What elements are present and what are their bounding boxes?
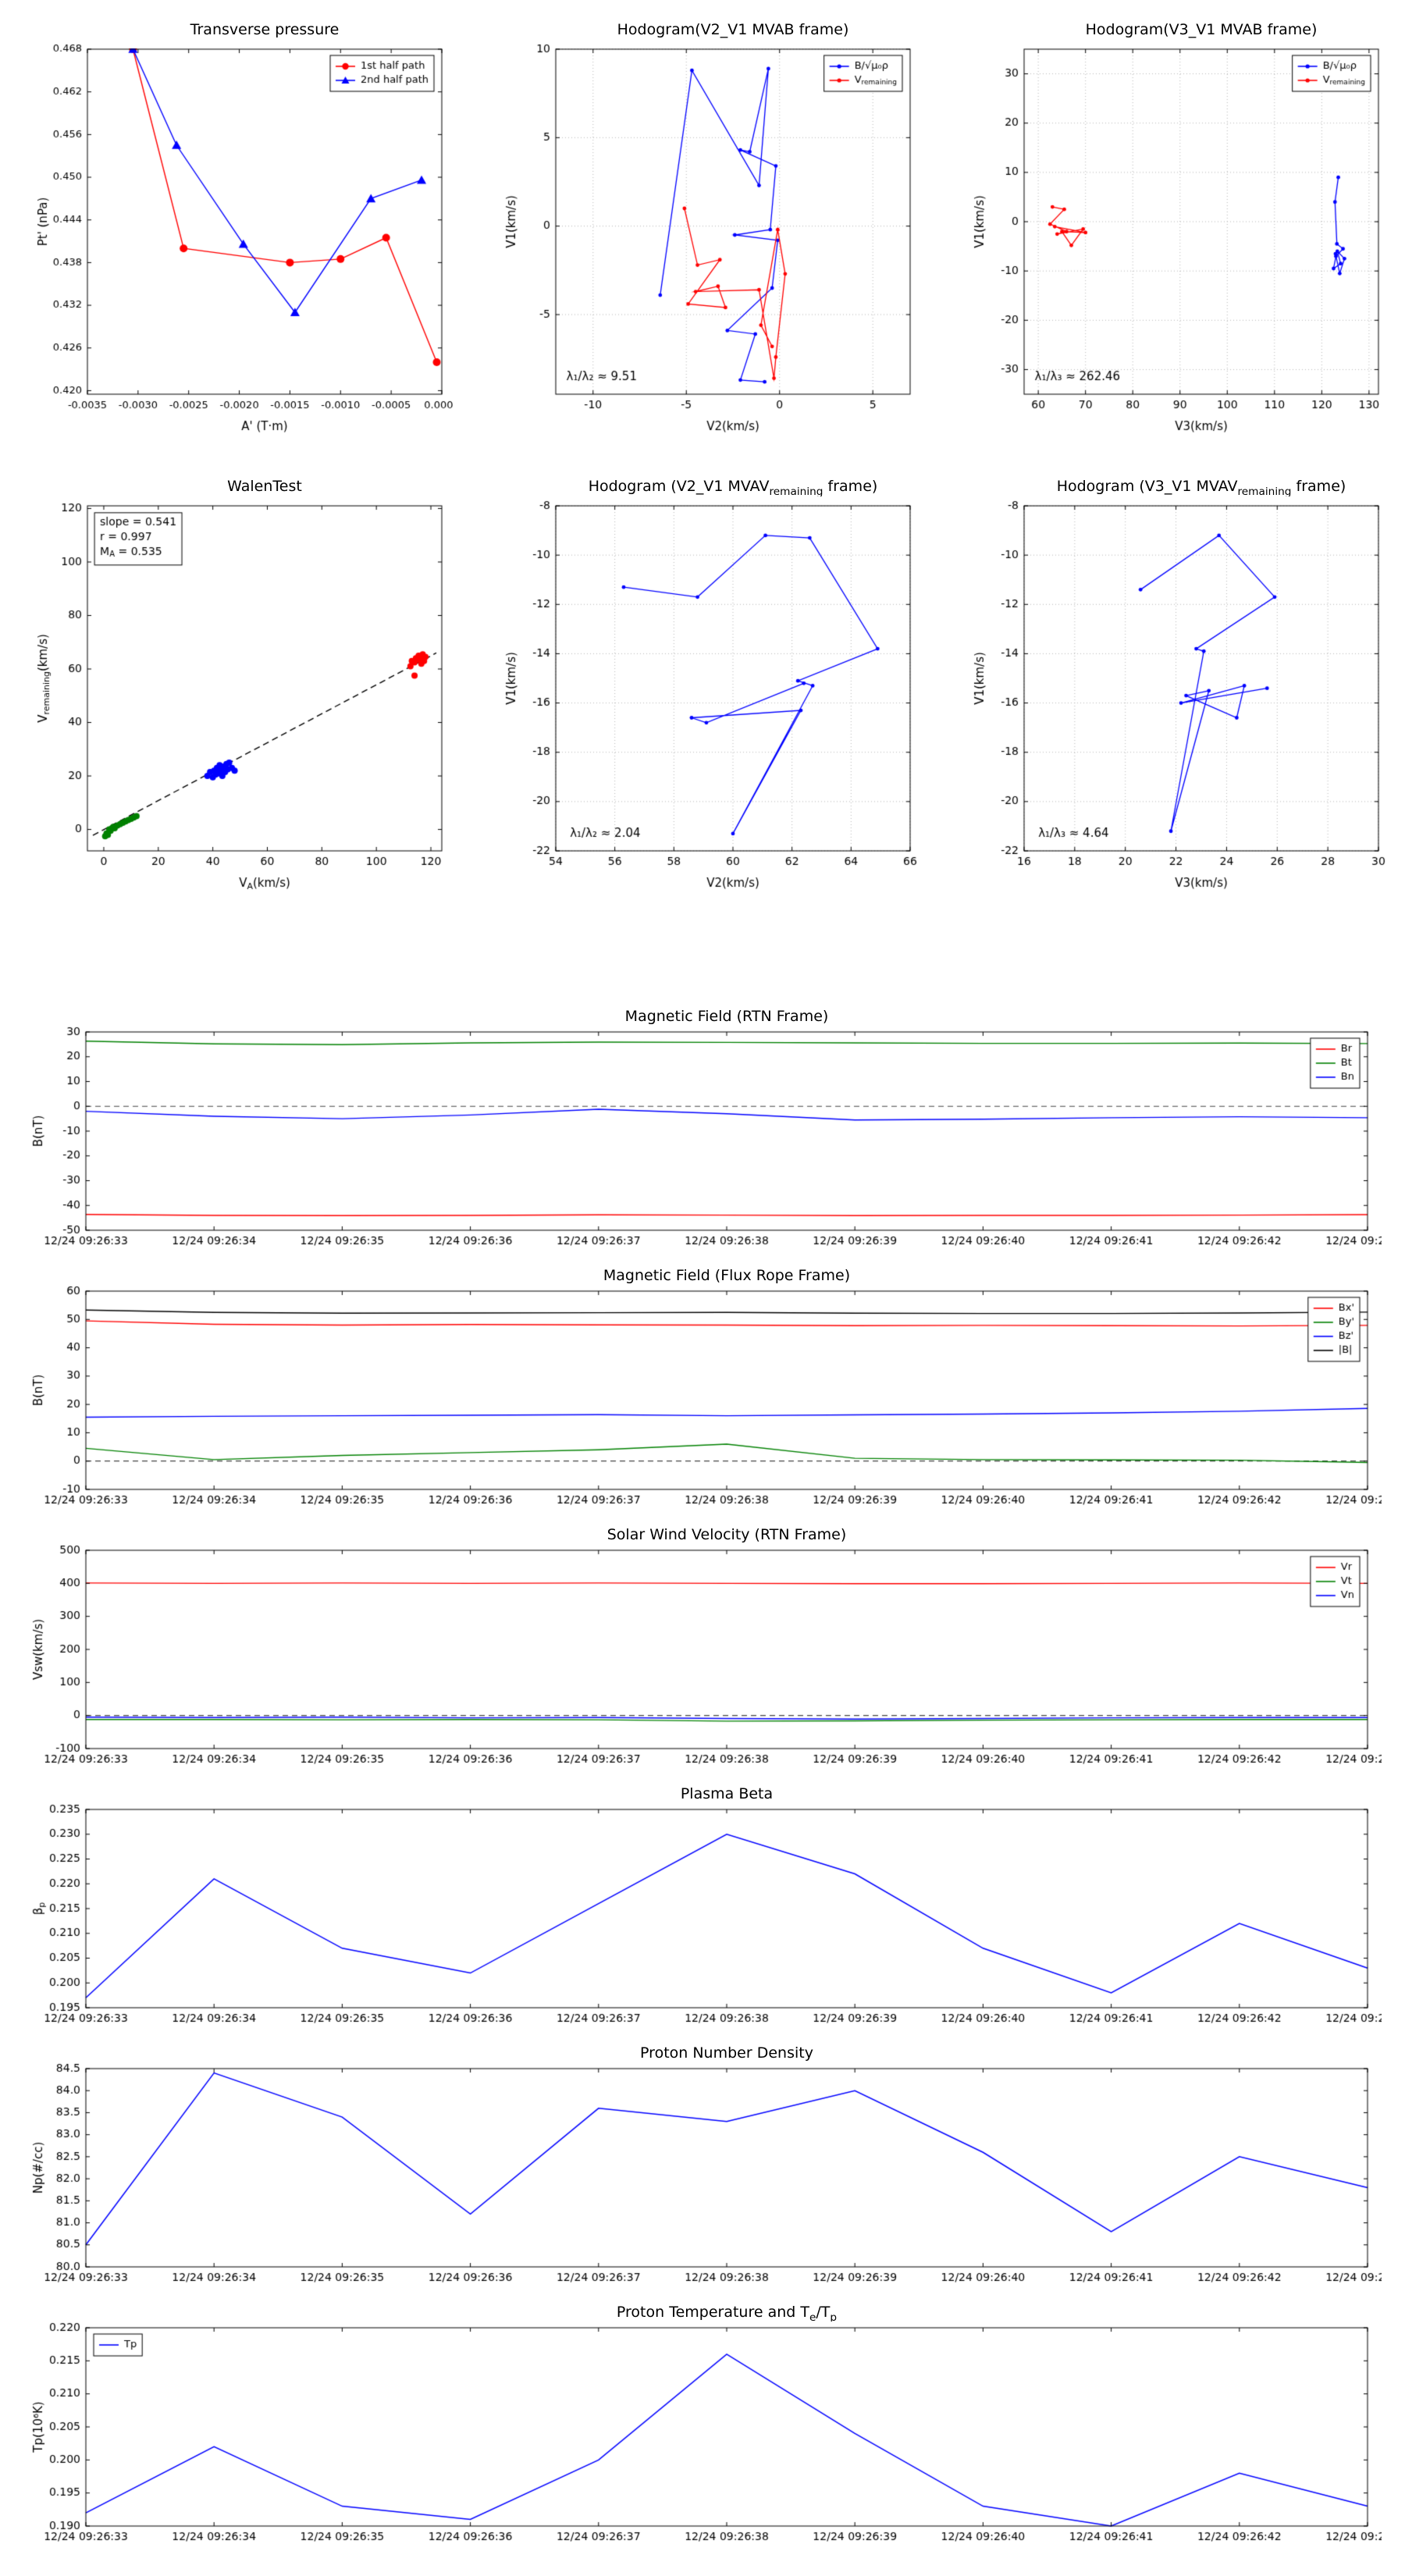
chart-title: Hodogram (V3_V1 MVAVremaining frame) (1056, 478, 1346, 498)
chart-title: Proton Temperature and Te/Tp (616, 2304, 838, 2324)
b-rtn-canvas (23, 1026, 1382, 1261)
panel-plasma-beta: Plasma Beta (23, 1784, 1382, 2039)
b-flux-rope-canvas (23, 1285, 1382, 1521)
walen-test-canvas (31, 496, 453, 898)
panel-hodogram-v2v1-mvab: Hodogram(V2_V1 MVAB frame) (500, 20, 921, 441)
chart-title: Magnetic Field (RTN Frame) (624, 1008, 829, 1025)
panel-proton-density: Proton Number Density (23, 2044, 1382, 2298)
panel-hodogram-v3v1-mvav: Hodogram (V3_V1 MVAVremaining frame) (968, 476, 1389, 898)
chart-title: Solar Wind Velocity (RTN Frame) (606, 1526, 847, 1543)
panel-walen-test: WalenTest (31, 476, 453, 898)
panel-vsw-rtn: Solar Wind Velocity (RTN Frame) (23, 1525, 1382, 1780)
chart-title: Proton Number Density (640, 2044, 813, 2062)
panel-proton-temperature: Proton Temperature and Te/Tp (23, 2303, 1382, 2557)
vsw-rtn-canvas (23, 1544, 1382, 1780)
chart-title: Magnetic Field (Flux Rope Frame) (603, 1267, 851, 1284)
transverse-pressure-canvas (31, 40, 453, 441)
panel-b-rtn: Magnetic Field (RTN Frame) (23, 1007, 1382, 1261)
chart-title: Hodogram(V2_V1 MVAB frame) (617, 21, 849, 38)
plasma-beta-canvas (23, 1803, 1382, 2039)
hodogram-v3v1-mvab-canvas (968, 40, 1389, 441)
chart-title: Hodogram (V2_V1 MVAVremaining frame) (588, 478, 878, 498)
hodogram-v2v1-mvav-canvas (500, 496, 921, 898)
proton-density-canvas (23, 2062, 1382, 2298)
panel-hodogram-v3v1-mvab: Hodogram(V3_V1 MVAB frame) (968, 20, 1389, 441)
chart-title: Hodogram(V3_V1 MVAB frame) (1085, 21, 1318, 38)
proton-temperature-canvas (23, 2322, 1382, 2557)
chart-title: WalenTest (227, 478, 302, 495)
chart-title: Plasma Beta (680, 1785, 774, 1802)
chart-title: Transverse pressure (190, 21, 340, 38)
panel-transverse-pressure: Transverse pressure (31, 20, 453, 441)
hodogram-v3v1-mvav-canvas (968, 496, 1389, 898)
hodogram-v2v1-mvab-canvas (500, 40, 921, 441)
panel-b-flux-rope: Magnetic Field (Flux Rope Frame) (23, 1266, 1382, 1521)
panel-hodogram-v2v1-mvav: Hodogram (V2_V1 MVAVremaining frame) (500, 476, 921, 898)
